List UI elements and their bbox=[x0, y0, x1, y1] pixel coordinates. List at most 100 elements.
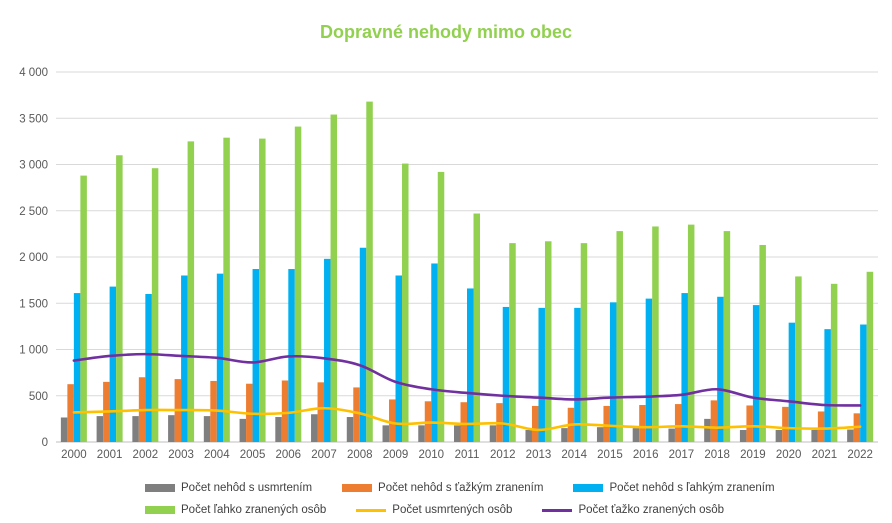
bar-2 bbox=[788, 322, 796, 442]
y-tick-label: 4 000 bbox=[19, 67, 48, 79]
x-tick-label: 2017 bbox=[669, 449, 695, 461]
x-tick-label: 2015 bbox=[597, 449, 623, 461]
x-tick-label: 2003 bbox=[168, 449, 194, 461]
bar-2 bbox=[681, 293, 688, 442]
bar-2 bbox=[752, 305, 760, 442]
x-tick-label: 2009 bbox=[383, 449, 409, 461]
bar-2 bbox=[824, 329, 831, 442]
legend-label: Počet usmrtených osôb bbox=[392, 504, 513, 516]
bar-1 bbox=[389, 399, 396, 442]
legend-swatch bbox=[573, 484, 604, 492]
legend-swatch bbox=[542, 508, 573, 512]
y-tick-label: 0 bbox=[42, 437, 48, 449]
bar-2 bbox=[252, 269, 260, 442]
bar-0 bbox=[739, 429, 747, 442]
legend-item: Počet nehôd s ťažkým zranením bbox=[342, 482, 543, 494]
x-tick-label: 2012 bbox=[490, 449, 516, 461]
bar-3 bbox=[544, 241, 552, 442]
bar-2 bbox=[324, 258, 331, 442]
legend-item: Počet nehôd s usmrtením bbox=[145, 482, 312, 494]
x-tick-label: 2002 bbox=[133, 449, 159, 461]
x-tick-label: 2020 bbox=[776, 449, 802, 461]
bar-1 bbox=[603, 405, 610, 442]
x-tick-label: 2005 bbox=[240, 449, 266, 461]
bar-3 bbox=[402, 163, 409, 442]
bar-3 bbox=[509, 243, 516, 442]
bar-2 bbox=[109, 286, 117, 442]
legend-row-2: Počet ľahko zranených osôb Počet usmrtený… bbox=[145, 504, 724, 516]
bar-3 bbox=[652, 226, 659, 442]
bar-3 bbox=[866, 271, 874, 442]
bar-3 bbox=[116, 155, 123, 442]
bar-1 bbox=[67, 384, 74, 442]
x-tick-label: 2022 bbox=[847, 449, 873, 461]
x-tick-label: 2013 bbox=[526, 449, 552, 461]
bar-0 bbox=[668, 428, 675, 442]
x-tick-label: 2021 bbox=[812, 449, 838, 461]
bar-0 bbox=[203, 416, 211, 442]
bar-1 bbox=[710, 400, 718, 442]
bar-2 bbox=[645, 298, 653, 442]
x-tick-label: 2019 bbox=[740, 449, 766, 461]
bar-2 bbox=[860, 324, 867, 442]
bar-0 bbox=[311, 414, 318, 442]
bar-0 bbox=[275, 417, 282, 442]
bar-0 bbox=[346, 417, 354, 442]
bar-1 bbox=[817, 411, 825, 442]
bar-1 bbox=[746, 405, 753, 442]
bar-0 bbox=[168, 415, 175, 442]
x-tick-label: 2016 bbox=[633, 449, 659, 461]
bar-1 bbox=[782, 406, 789, 442]
bar-2 bbox=[574, 307, 581, 442]
bar-3 bbox=[294, 126, 302, 442]
bar-2 bbox=[717, 296, 724, 442]
x-tick-label: 2010 bbox=[418, 449, 444, 461]
bar-3 bbox=[723, 231, 731, 442]
legend-item: Počet usmrtených osôb bbox=[356, 504, 512, 516]
bar-3 bbox=[473, 213, 480, 442]
bar-1 bbox=[281, 380, 289, 442]
x-tick-label: 2000 bbox=[61, 449, 87, 461]
legend-label: Počet nehôd s ľahkým zranením bbox=[609, 482, 775, 494]
legend-swatch bbox=[356, 508, 387, 512]
bar-1 bbox=[531, 405, 539, 442]
legend-item: Počet ťažko zranených osôb bbox=[542, 504, 724, 516]
bar-0 bbox=[454, 425, 461, 442]
bar-0 bbox=[596, 427, 604, 442]
bar-0 bbox=[704, 418, 711, 442]
bar-0 bbox=[811, 429, 818, 442]
legend-swatch bbox=[145, 506, 175, 514]
legend-item: Počet nehôd s ľahkým zranením bbox=[573, 482, 775, 494]
bar-3 bbox=[366, 101, 373, 442]
x-tick-label: 2004 bbox=[204, 449, 230, 461]
x-tick-label: 2011 bbox=[455, 449, 480, 461]
line-series-0 bbox=[72, 406, 862, 432]
chart-title: Dopravné nehody mimo obec bbox=[319, 22, 573, 42]
line-series-1 bbox=[72, 352, 862, 407]
y-tick-label: 1 000 bbox=[19, 345, 48, 357]
bar-2 bbox=[181, 275, 188, 442]
y-tick-label: 500 bbox=[29, 391, 48, 403]
bar-1 bbox=[639, 405, 646, 442]
bar-3 bbox=[616, 231, 623, 442]
bar-3 bbox=[151, 168, 159, 442]
x-tick-label: 2006 bbox=[276, 449, 302, 461]
bar-0 bbox=[489, 425, 497, 442]
y-tick-label: 3 000 bbox=[19, 160, 48, 172]
bar-3 bbox=[687, 224, 695, 442]
bar-3 bbox=[187, 141, 195, 442]
y-tick-label: 2 500 bbox=[19, 206, 48, 218]
bar-3 bbox=[259, 138, 266, 442]
bar-0 bbox=[60, 417, 68, 442]
y-tick-label: 2 000 bbox=[19, 252, 48, 264]
legend-swatch bbox=[145, 484, 175, 492]
bar-0 bbox=[847, 429, 854, 442]
legend-label: Počet ľahko zranených osôb bbox=[181, 504, 327, 516]
bar-2 bbox=[145, 294, 152, 442]
bar-3 bbox=[830, 283, 838, 442]
legend-item: Počet ľahko zranených osôb bbox=[145, 504, 326, 516]
bar-0 bbox=[96, 416, 104, 442]
x-tick-label: 2008 bbox=[347, 449, 373, 461]
bar-3 bbox=[223, 137, 230, 443]
